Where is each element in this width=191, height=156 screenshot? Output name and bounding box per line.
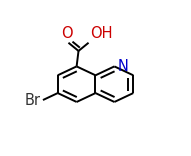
Text: O: O — [61, 26, 72, 41]
Text: OH: OH — [91, 26, 113, 41]
Text: Br: Br — [25, 93, 41, 107]
Text: N: N — [117, 59, 128, 74]
